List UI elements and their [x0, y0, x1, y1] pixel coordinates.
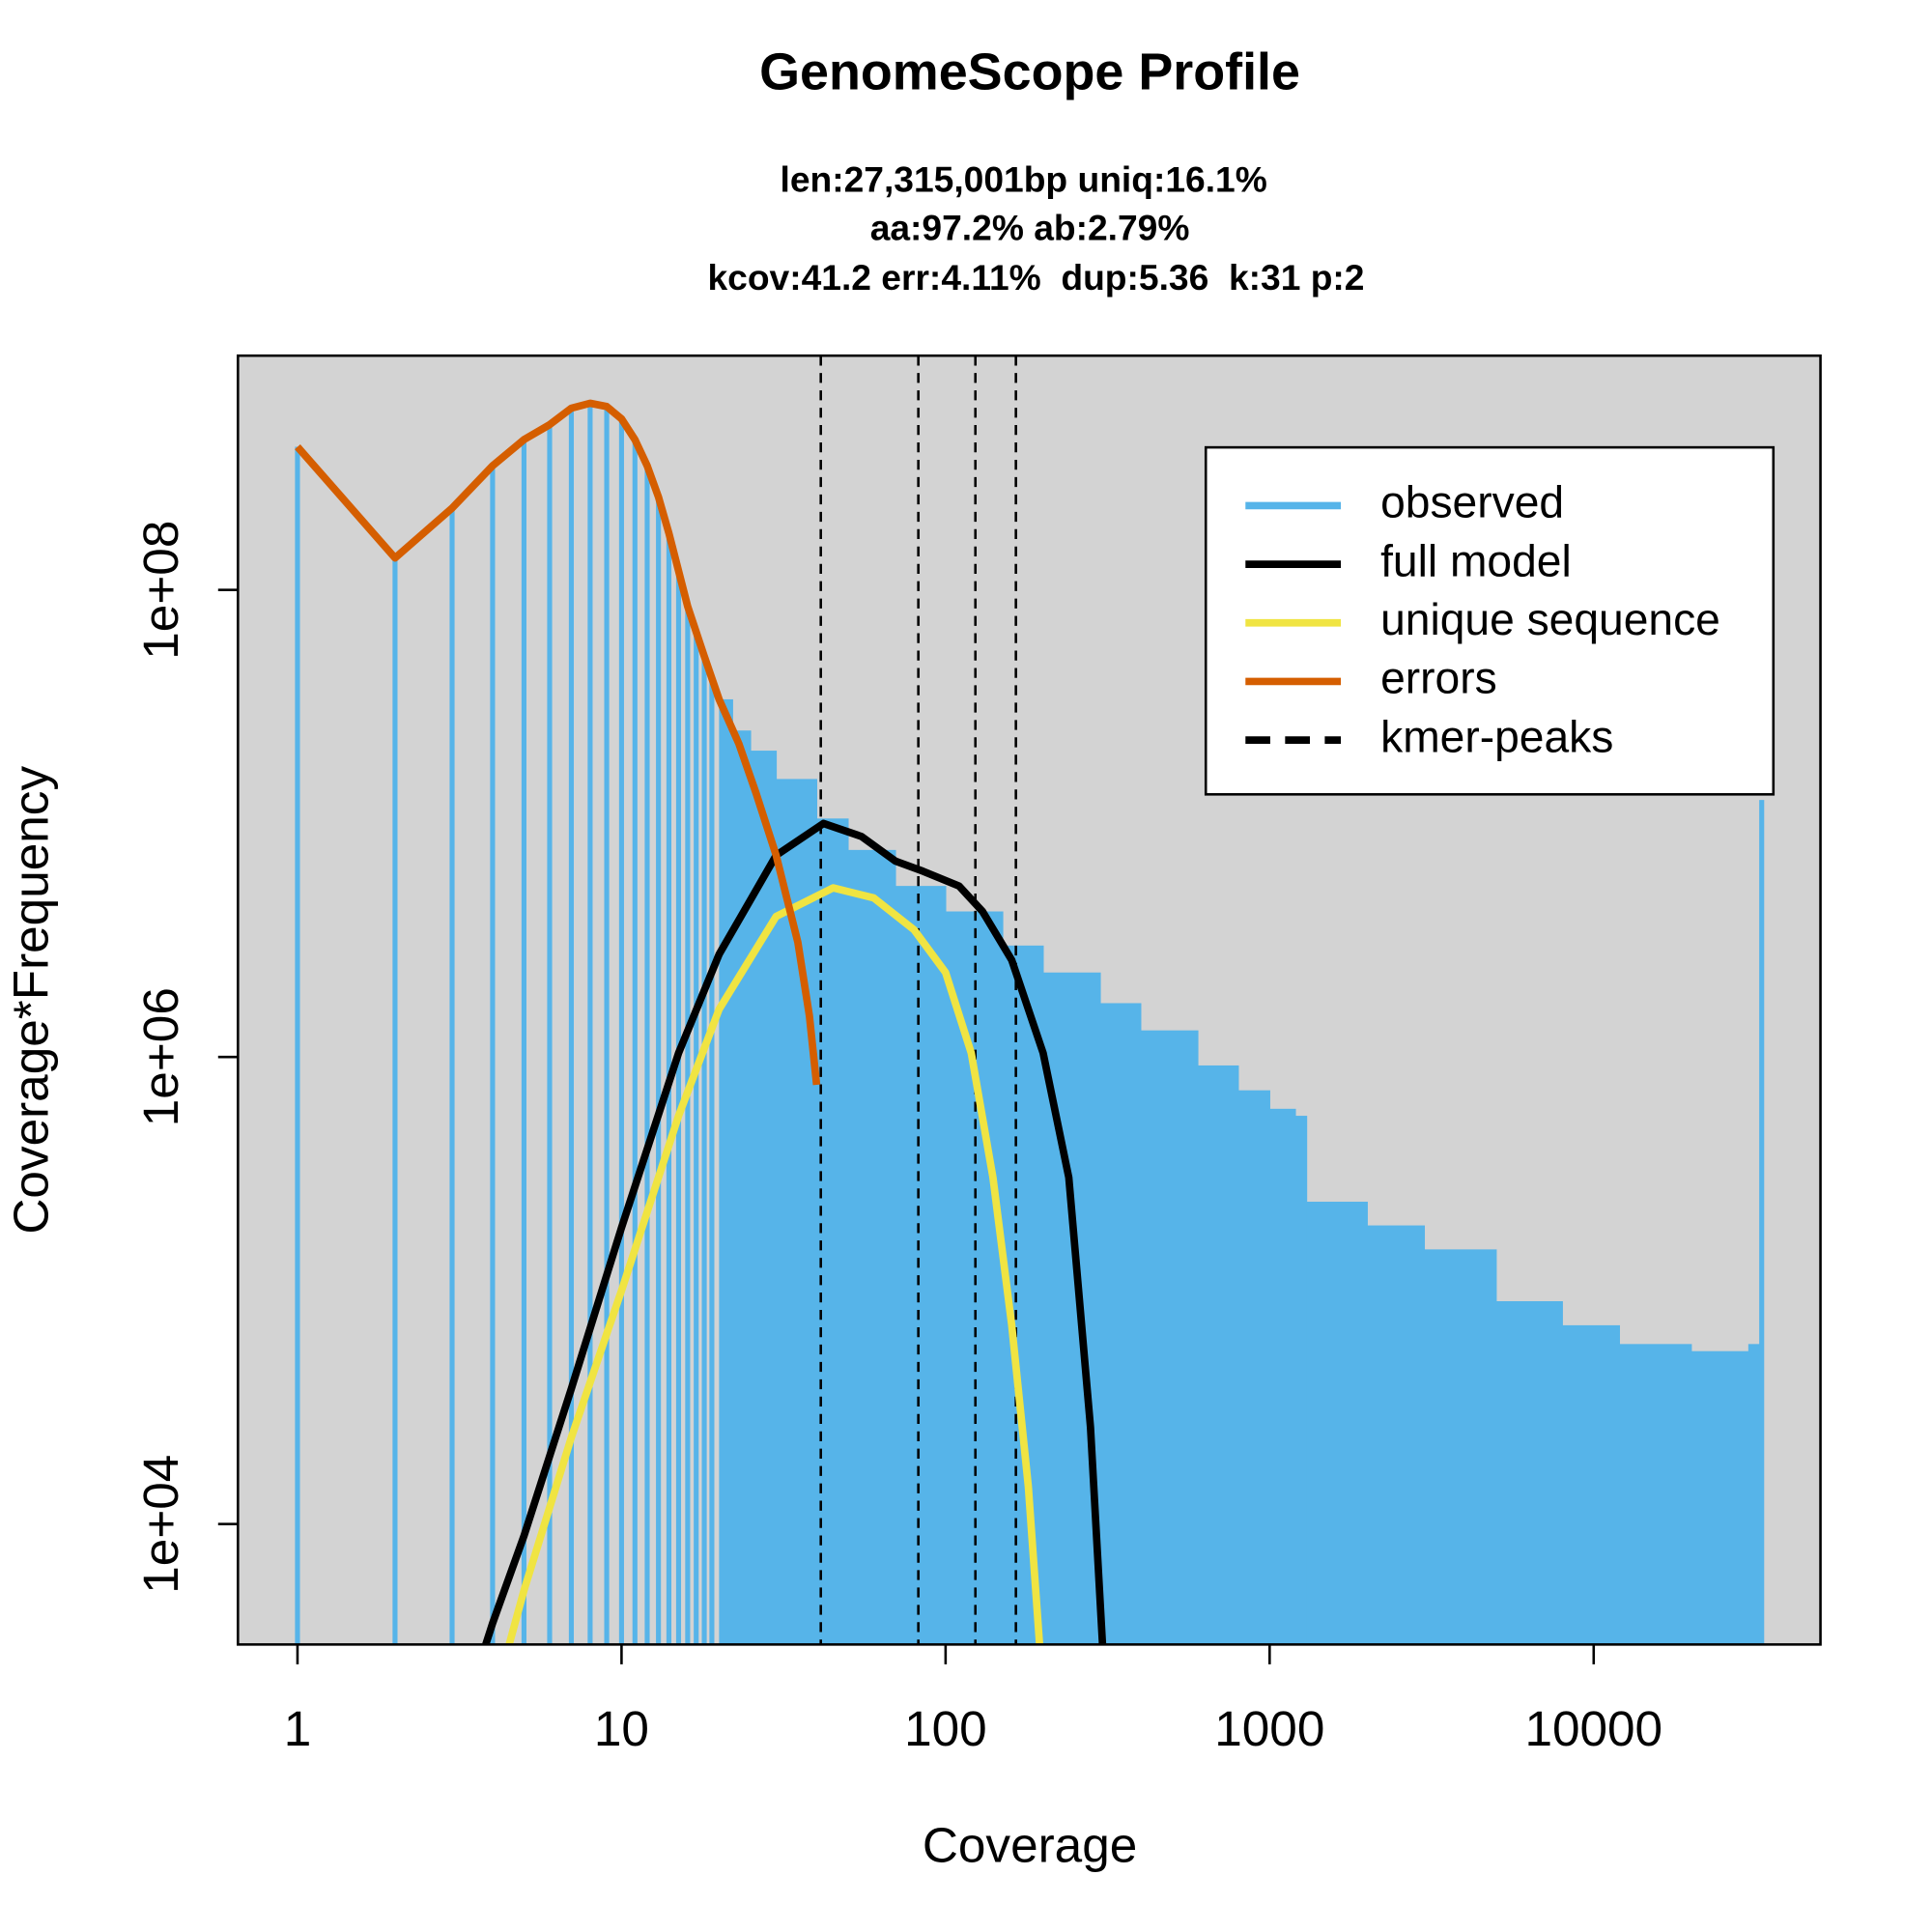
legend-label: full model — [1380, 535, 1572, 585]
observed-bar — [732, 730, 752, 1645]
legend-label: observed — [1380, 477, 1564, 527]
observed-bar — [1042, 972, 1101, 1645]
chart-title: GenomeScope Profile — [759, 43, 1300, 100]
plot-area — [295, 355, 1765, 1645]
observed-bar — [1424, 1249, 1497, 1645]
observed-bar — [1140, 1030, 1199, 1645]
x-tick-label: 1 — [284, 1701, 312, 1756]
y-tick-label: 1e+06 — [133, 987, 188, 1126]
observed-bar — [847, 849, 896, 1645]
observed-bar — [1495, 1301, 1563, 1645]
model-line — [295, 399, 821, 1086]
y-axis-label: Coverage*Frequency — [3, 766, 58, 1235]
x-tick-label: 10000 — [1524, 1701, 1662, 1756]
observed-bar — [719, 698, 733, 1645]
observed-bar — [1197, 1065, 1239, 1645]
observed-bar — [1269, 1108, 1296, 1645]
x-axis-label: Coverage — [923, 1818, 1137, 1873]
x-tick-label: 1000 — [1214, 1701, 1324, 1756]
observed-bar — [1690, 1350, 1749, 1645]
x-tick-label: 10 — [594, 1701, 649, 1756]
model-line — [482, 819, 1107, 1645]
legend-label: kmer-peaks — [1380, 711, 1613, 761]
y-tick-label: 1e+04 — [133, 1455, 188, 1594]
subtitle: len:27,315,001bp uniq:16.1% — [780, 158, 1266, 199]
legend: observed full model unique sequence errors k… — [1204, 445, 1776, 796]
observed-bar — [1747, 1344, 1763, 1645]
observed-bar — [1619, 1344, 1692, 1645]
plot-frame — [237, 354, 1822, 1646]
observed-bar — [1294, 1116, 1308, 1645]
observed-bar — [1099, 1003, 1142, 1645]
observed-bar — [1306, 1202, 1368, 1645]
model-line — [505, 884, 1044, 1645]
observed-bar — [895, 886, 947, 1645]
x-tick-label: 100 — [904, 1701, 987, 1756]
observed-bar — [1367, 1225, 1426, 1645]
legend-label: unique sequence — [1380, 594, 1720, 644]
legend-label: errors — [1380, 653, 1497, 703]
observed-bar — [1237, 1090, 1270, 1645]
subtitle: aa:97.2% ab:2.79% — [870, 207, 1190, 247]
observed-bar — [1562, 1324, 1620, 1645]
subtitle: kcov:41.2 err:4.11% dup:5.36 k:31 p:2 — [707, 257, 1364, 298]
y-tick-label: 1e+08 — [133, 521, 188, 660]
